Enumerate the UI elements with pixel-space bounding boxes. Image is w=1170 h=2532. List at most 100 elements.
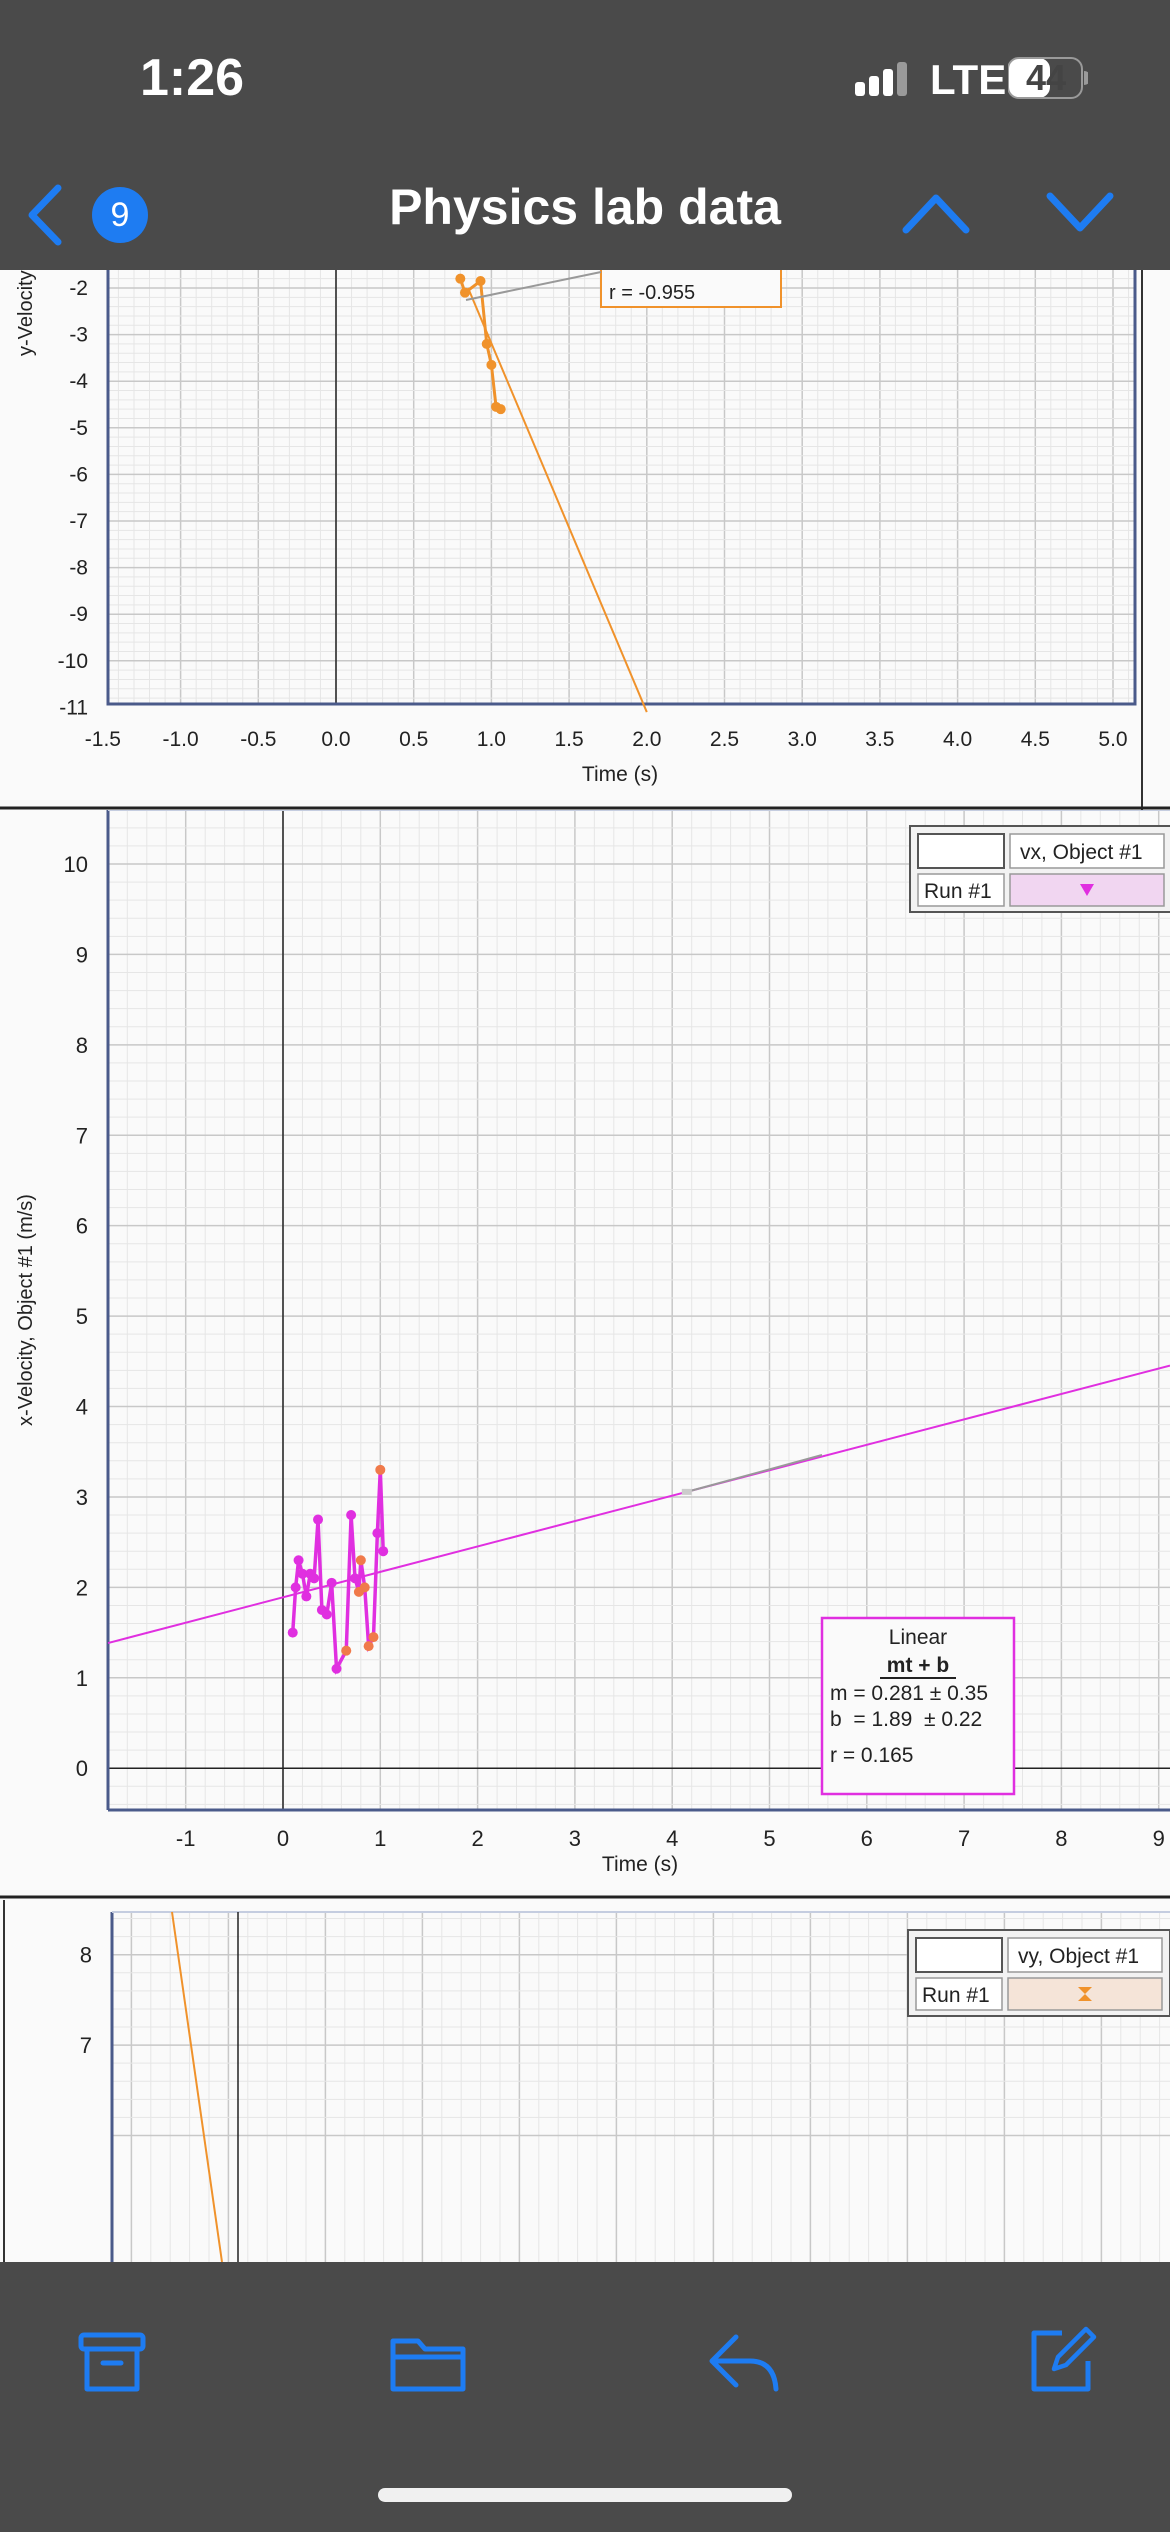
- y-tick-label: 6: [76, 1214, 88, 1239]
- page-title: Physics lab data: [389, 179, 781, 235]
- status-bar: 1:26 LTE 44: [0, 0, 1170, 160]
- y-tick-label: -11: [59, 696, 88, 719]
- data-point[interactable]: [293, 1555, 304, 1566]
- archive-icon[interactable]: [77, 2327, 147, 2397]
- x-tick-label: 5.0: [1098, 728, 1127, 751]
- data-point[interactable]: [313, 1514, 324, 1525]
- x-axis-label: Time (s): [602, 1853, 678, 1876]
- fit-r-value: r = -0.955: [609, 282, 695, 304]
- y-tick-label: -7: [69, 510, 88, 533]
- x-tick-label: 0.0: [321, 728, 350, 751]
- data-point[interactable]: [350, 1573, 361, 1584]
- data-point[interactable]: [309, 1573, 320, 1584]
- x-tick-label: 8: [1055, 1826, 1067, 1851]
- compose-icon[interactable]: [1024, 2323, 1098, 2397]
- data-point[interactable]: [495, 404, 506, 415]
- x-tick-label: 0: [277, 1826, 289, 1851]
- network-label: LTE: [930, 56, 1007, 103]
- data-point[interactable]: [287, 1627, 298, 1638]
- x-tick-label: 9: [1153, 1826, 1165, 1851]
- fit-slope: m = 0.281 ± 0.35: [830, 1682, 988, 1705]
- chevron-down-icon[interactable]: [1044, 188, 1116, 238]
- navigation-bar: 9 Physics lab data: [0, 160, 1170, 270]
- y-tick-label: 8: [80, 1943, 92, 1968]
- back-button[interactable]: 9: [20, 180, 160, 250]
- x-tick-label: 4: [666, 1826, 678, 1851]
- linear-fit-box[interactable]: Linear mt + b m = 0.281 ± 0.35 b = 1.89 …: [820, 1616, 1016, 1796]
- data-point[interactable]: [459, 287, 470, 298]
- y-tick-label: 10: [64, 852, 88, 877]
- data-point[interactable]: [346, 1510, 357, 1521]
- data-point[interactable]: [331, 1663, 342, 1674]
- y-tick-label: -5: [69, 417, 88, 440]
- fit-formula: mt + b: [887, 1654, 949, 1677]
- data-point[interactable]: [363, 1641, 374, 1652]
- data-point[interactable]: [321, 1609, 332, 1620]
- legend[interactable]: vy, Object #1 Run #1: [907, 1929, 1170, 2017]
- x-tick-label: -1.5: [85, 728, 121, 751]
- x-tick-label: 6: [861, 1826, 873, 1851]
- legend[interactable]: vx, Object #1 Run #1: [909, 825, 1170, 913]
- x-tick-label: 2.5: [710, 728, 739, 751]
- legend-series-label: vy, Object #1: [1018, 1945, 1139, 1968]
- data-point[interactable]: [486, 359, 497, 370]
- y-tick-label: 8: [76, 1033, 88, 1058]
- data-point[interactable]: [297, 1568, 308, 1579]
- legend-series-swatch[interactable]: [1007, 1977, 1163, 2011]
- data-point[interactable]: [375, 1464, 386, 1475]
- x-tick-label: -0.5: [240, 728, 276, 751]
- signal-icon: [855, 62, 917, 96]
- bottom-toolbar: [0, 2262, 1170, 2532]
- x-tick-label: 0.5: [399, 728, 428, 751]
- folder-icon[interactable]: [388, 2327, 468, 2397]
- y-velocity-graph[interactable]: -2 -3 -4 -5 -6 -7 -8 -9 -10 -11 -1.5 -1.0 -0.5 0.0 0.5…: [0, 270, 1170, 810]
- x-tick-label: 4.5: [1021, 728, 1050, 751]
- x-tick-label: -1: [176, 1826, 196, 1851]
- fit-line: [467, 287, 648, 713]
- y-tick-label: -10: [58, 650, 88, 673]
- fit-intercept: b = 1.89 ± 0.22: [830, 1708, 982, 1731]
- legend-marker-icon: [1078, 1987, 1092, 2001]
- fit-r-value: r = 0.165: [830, 1744, 913, 1767]
- x-tick-label: 3.0: [788, 728, 817, 751]
- fit-title: Linear: [889, 1626, 947, 1649]
- data-point[interactable]: [355, 1555, 366, 1566]
- x-tick-label: 1.0: [477, 728, 506, 751]
- legend-series-label: vx, Object #1: [1020, 841, 1143, 864]
- y-tick-label: 7: [80, 2033, 92, 2058]
- chevron-up-icon[interactable]: [900, 188, 972, 238]
- data-point[interactable]: [359, 1582, 370, 1593]
- fit-handle[interactable]: [681, 1488, 692, 1495]
- legend-run-label: Run #1: [924, 880, 992, 903]
- x-tick-label: 5: [763, 1826, 775, 1851]
- reply-icon[interactable]: [706, 2327, 782, 2397]
- y-tick-label: -6: [69, 463, 88, 486]
- y-axis-label: x-Velocity, Object #1 (m/s): [15, 1194, 37, 1426]
- data-point[interactable]: [475, 276, 486, 287]
- data-point[interactable]: [481, 338, 492, 349]
- y-tick-label: 4: [76, 1395, 88, 1420]
- x-tick-label: 2: [471, 1826, 483, 1851]
- legend-marker-icon: [1080, 884, 1094, 896]
- data-point[interactable]: [301, 1591, 312, 1602]
- battery-level: 44: [1025, 57, 1067, 98]
- y-tick-label: 0: [76, 1756, 88, 1781]
- data-point[interactable]: [368, 1632, 379, 1643]
- data-point[interactable]: [341, 1645, 352, 1656]
- data-point[interactable]: [455, 273, 466, 284]
- x-tick-label: 4.0: [943, 728, 972, 751]
- data-point[interactable]: [290, 1582, 301, 1593]
- y-tick-label: -4: [69, 370, 88, 393]
- y-tick-label: 9: [76, 942, 88, 967]
- x-axis-label: Time (s): [582, 763, 658, 786]
- x-tick-label: 3: [569, 1826, 581, 1851]
- data-point[interactable]: [372, 1528, 383, 1539]
- y-tick-label: -3: [69, 324, 88, 347]
- x-tick-label: 3.5: [865, 728, 894, 751]
- data-point[interactable]: [326, 1577, 337, 1588]
- y-tick-label: 7: [76, 1123, 88, 1148]
- data-point[interactable]: [378, 1546, 389, 1557]
- fit-box[interactable]: [600, 270, 782, 308]
